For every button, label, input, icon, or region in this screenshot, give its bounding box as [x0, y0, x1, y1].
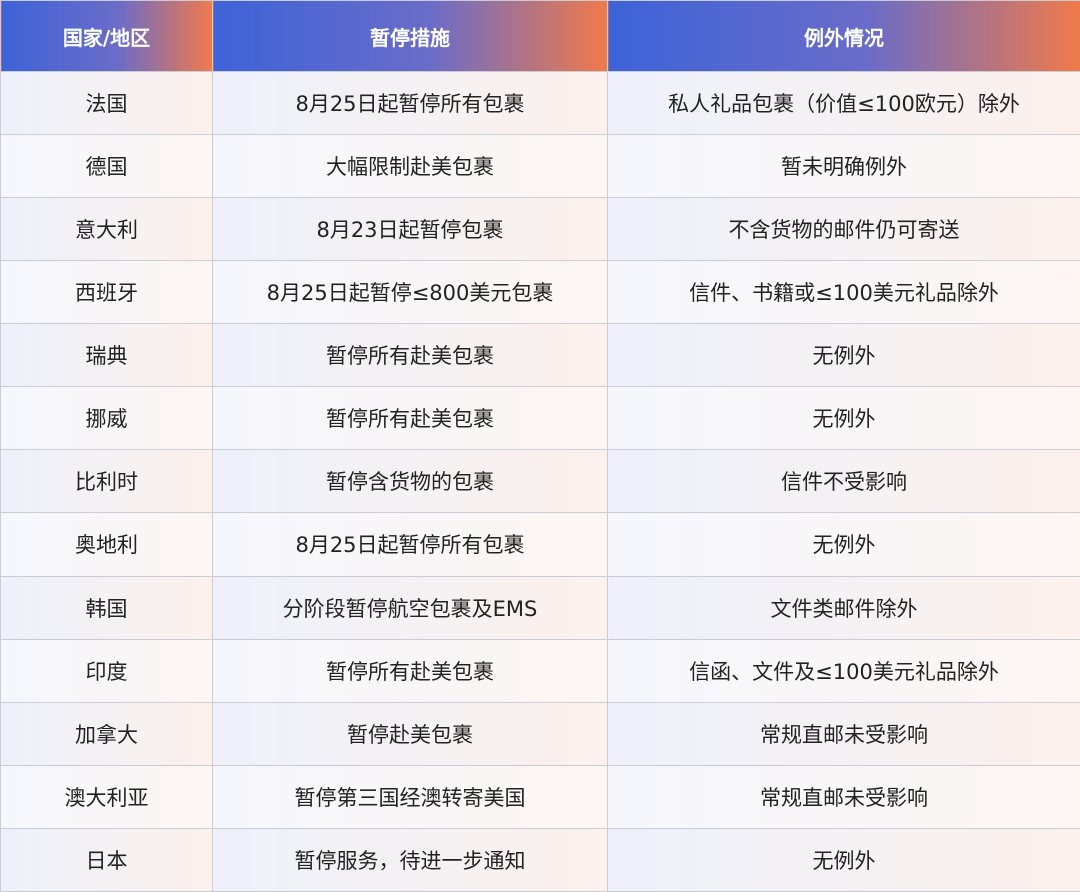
table-cell: 8月25日起暂停所有包裹	[212, 512, 608, 577]
header-cell: 例外情况	[607, 0, 1080, 72]
table-cell: 信件不受影响	[607, 449, 1080, 514]
table-row: 瑞典 暂停所有赴美包裹 无例外	[0, 323, 1080, 388]
table-row: 韩国 分阶段暂停航空包裹及EMS 文件类邮件除外	[0, 575, 1080, 640]
table-cell: 私人礼品包裹（价值≤100欧元）除外	[607, 70, 1080, 136]
table-cell: 常规直邮未受影响	[607, 701, 1080, 766]
table-cell: 8月25日起暂停≤800美元包裹	[212, 260, 608, 325]
table-row: 比利时 暂停含货物的包裹 信件不受影响	[0, 449, 1080, 514]
table-row: 法国 8月25日起暂停所有包裹 私人礼品包裹（价值≤100欧元）除外	[0, 70, 1080, 136]
table-row: 德国 大幅限制赴美包裹 暂未明确例外	[0, 134, 1080, 199]
table-cell: 暂停所有赴美包裹	[212, 323, 608, 388]
table-cell: 澳大利亚	[0, 764, 213, 829]
table-cell: 比利时	[0, 449, 213, 514]
table-cell: 大幅限制赴美包裹	[212, 134, 608, 199]
table-cell: 印度	[0, 638, 213, 703]
table-row: 挪威 暂停所有赴美包裹 无例外	[0, 386, 1080, 451]
table-cell: 意大利	[0, 197, 213, 262]
table-row: 奥地利 8月25日起暂停所有包裹 无例外	[0, 512, 1080, 577]
table-cell: 无例外	[607, 512, 1080, 577]
table-cell: 法国	[0, 70, 213, 136]
table-cell: 8月25日起暂停所有包裹	[212, 70, 608, 136]
table-cell: 8月23日起暂停包裹	[212, 197, 608, 262]
table-cell: 无例外	[607, 827, 1080, 892]
table-cell: 暂停服务，待进一步通知	[212, 827, 608, 892]
table-cell: 常规直邮未受影响	[607, 764, 1080, 829]
table-body: 法国 8月25日起暂停所有包裹 私人礼品包裹（价值≤100欧元）除外 德国 大幅限制赴美…	[0, 70, 1080, 892]
table-cell: 西班牙	[0, 260, 213, 325]
table-cell: 挪威	[0, 386, 213, 451]
table-cell: 日本	[0, 827, 213, 892]
table-cell: 暂停含货物的包裹	[212, 449, 608, 514]
table-row: 印度 暂停所有赴美包裹 信函、文件及≤100美元礼品除外	[0, 638, 1080, 703]
table-row: 日本 暂停服务，待进一步通知 无例外	[0, 827, 1080, 892]
table-cell: 德国	[0, 134, 213, 199]
table-cell: 加拿大	[0, 701, 213, 766]
table-cell: 暂停第三国经澳转寄美国	[212, 764, 608, 829]
table-cell: 奥地利	[0, 512, 213, 577]
table-cell: 暂未明确例外	[607, 134, 1080, 199]
table-cell: 信函、文件及≤100美元礼品除外	[607, 638, 1080, 703]
table-cell: 韩国	[0, 575, 213, 640]
header-cell: 国家/地区	[0, 0, 213, 72]
table-cell: 暂停所有赴美包裹	[212, 386, 608, 451]
table-row: 西班牙 8月25日起暂停≤800美元包裹 信件、书籍或≤100美元礼品除外	[0, 260, 1080, 325]
table-cell: 瑞典	[0, 323, 213, 388]
table-row: 加拿大 暂停赴美包裹 常规直邮未受影响	[0, 701, 1080, 766]
table-cell: 暂停赴美包裹	[212, 701, 608, 766]
table-cell: 信件、书籍或≤100美元礼品除外	[607, 260, 1080, 325]
header-cell: 暂停措施	[212, 0, 608, 72]
header-row: 国家/地区 暂停措施 例外情况	[0, 0, 1080, 72]
table-cell: 无例外	[607, 386, 1080, 451]
table-row: 澳大利亚 暂停第三国经澳转寄美国 常规直邮未受影响	[0, 764, 1080, 829]
table-cell: 分阶段暂停航空包裹及EMS	[212, 575, 608, 640]
table-cell: 无例外	[607, 323, 1080, 388]
table-row: 意大利 8月23日起暂停包裹 不含货物的邮件仍可寄送	[0, 197, 1080, 262]
table-cell: 文件类邮件除外	[607, 575, 1080, 640]
table-cell: 暂停所有赴美包裹	[212, 638, 608, 703]
table-cell: 不含货物的邮件仍可寄送	[607, 197, 1080, 262]
